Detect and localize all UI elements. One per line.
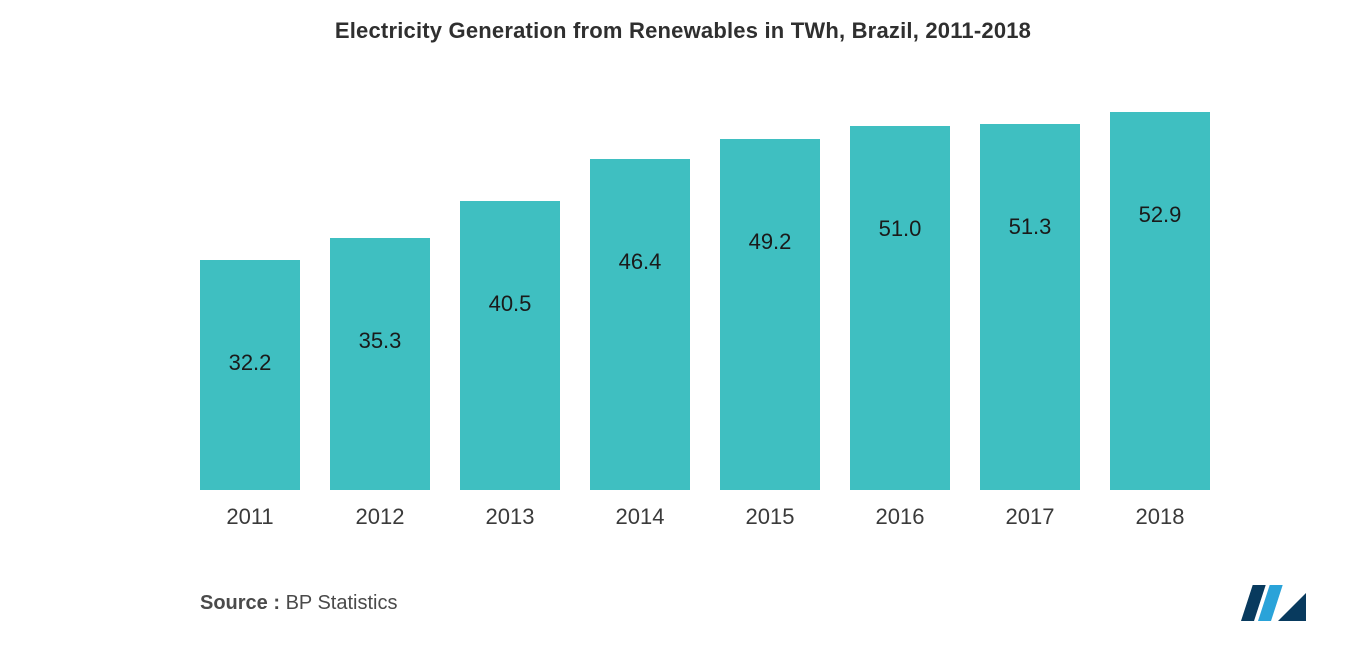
bar-slot: 40.5 (460, 90, 560, 490)
bar-2012: 35.3 (330, 238, 430, 490)
source-attribution: Source : BP Statistics (200, 592, 398, 615)
bar-slot: 35.3 (330, 90, 430, 490)
bar-value-label: 46.4 (590, 249, 690, 275)
source-label: Source : (200, 592, 280, 614)
bar-value-label: 40.5 (460, 291, 560, 317)
bar-value-label: 51.3 (980, 214, 1080, 240)
bar-2017: 51.3 (980, 124, 1080, 490)
brand-logo (1236, 581, 1306, 625)
bar-value-label: 52.9 (1110, 202, 1210, 228)
x-axis-tick-label: 2013 (460, 504, 560, 530)
bar-value-label: 35.3 (330, 328, 430, 354)
bar-slot: 49.2 (720, 90, 820, 490)
bar-slot: 46.4 (590, 90, 690, 490)
x-axis-tick-label: 2012 (330, 504, 430, 530)
x-axis-tick-label: 2014 (590, 504, 690, 530)
bar-value-label: 32.2 (200, 350, 300, 376)
bar-slot: 51.3 (980, 90, 1080, 490)
bar-2016: 51.0 (850, 126, 950, 490)
bar-value-label: 49.2 (720, 229, 820, 255)
chart-plot-area: 32.2 35.3 40.5 46.4 49.2 51.0 (200, 90, 1210, 490)
x-axis-tick-label: 2011 (200, 504, 300, 530)
x-axis-tick-label: 2016 (850, 504, 950, 530)
bar-2014: 46.4 (590, 159, 690, 490)
chart-title: Electricity Generation from Renewables i… (0, 18, 1366, 44)
bar-slot: 51.0 (850, 90, 950, 490)
x-axis-labels: 2011 2012 2013 2014 2015 2016 2017 2018 (200, 490, 1210, 530)
bars-container: 32.2 35.3 40.5 46.4 49.2 51.0 (200, 90, 1210, 490)
bar-2015: 49.2 (720, 139, 820, 490)
bar-2018: 52.9 (1110, 112, 1210, 490)
bar-2011: 32.2 (200, 260, 300, 490)
x-axis-tick-label: 2017 (980, 504, 1080, 530)
x-axis-tick-label: 2018 (1110, 504, 1210, 530)
logo-icon (1236, 581, 1306, 625)
bar-slot: 52.9 (1110, 90, 1210, 490)
bar-slot: 32.2 (200, 90, 300, 490)
source-text: BP Statistics (286, 592, 398, 614)
bar-2013: 40.5 (460, 201, 560, 490)
bar-value-label: 51.0 (850, 216, 950, 242)
x-axis-tick-label: 2015 (720, 504, 820, 530)
